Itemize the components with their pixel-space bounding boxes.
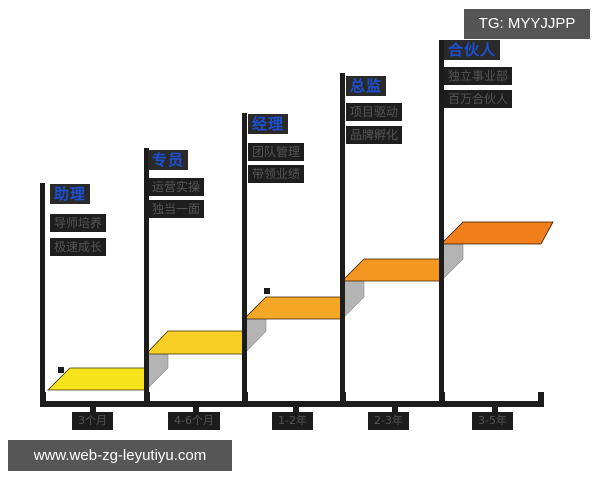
stage-desc-3a: 团队管理 <box>248 143 305 161</box>
step-5 <box>440 221 554 245</box>
stage-desc-5a: 独立事业部 <box>444 67 513 85</box>
watermark-tg: TG: MYYJJPP <box>464 9 590 39</box>
duration-label-3: 1-2年 <box>272 412 313 430</box>
duration-label-5: 3-5年 <box>472 412 513 430</box>
step-2 <box>145 330 245 355</box>
flag-pole-1 <box>40 183 45 405</box>
stage-title-5: 合伙人 <box>444 40 501 60</box>
marker <box>58 367 64 373</box>
stage-desc-3b: 带领业绩 <box>248 165 305 183</box>
duration-label-4: 2-3年 <box>368 412 409 430</box>
stage-desc-1a: 导师培养 <box>50 214 107 232</box>
stage-desc-2b: 独当一面 <box>148 200 205 218</box>
axis-tick <box>538 392 544 407</box>
axis-tick <box>340 392 346 407</box>
flag-pole-2 <box>144 148 149 405</box>
stage-desc-4b: 品牌孵化 <box>346 126 403 144</box>
duration-label-2: 4-6个月 <box>168 412 220 430</box>
stage-desc-4a: 项目驱动 <box>346 103 403 121</box>
stage-title-4: 总监 <box>346 76 387 96</box>
flag-pole-4 <box>340 73 345 405</box>
duration-label-1: 3个月 <box>72 412 113 430</box>
stage-title-3: 经理 <box>248 114 289 134</box>
step-4 <box>341 258 442 282</box>
flag-pole-3 <box>242 113 247 405</box>
stage-desc-1b: 极速成长 <box>50 238 107 256</box>
label-connector <box>90 405 96 413</box>
stage-title-2: 专员 <box>148 150 189 170</box>
stage-title-1: 助理 <box>50 184 91 204</box>
flag-pole-5 <box>439 40 444 405</box>
label-connector <box>392 405 398 413</box>
marker <box>264 288 270 294</box>
timeline-axis <box>42 401 544 407</box>
watermark-url: www.web-zg-leyutiyu.com <box>8 440 232 471</box>
axis-tick <box>439 392 445 407</box>
axis-tick <box>40 392 46 407</box>
axis-tick <box>144 392 150 407</box>
step-3 <box>243 296 343 320</box>
stage-desc-5b: 百万合伙人 <box>444 90 513 108</box>
label-connector <box>293 405 299 413</box>
axis-tick <box>242 392 248 407</box>
label-connector <box>193 405 199 413</box>
label-connector <box>492 405 498 413</box>
stage-desc-2a: 运营实操 <box>148 178 205 196</box>
